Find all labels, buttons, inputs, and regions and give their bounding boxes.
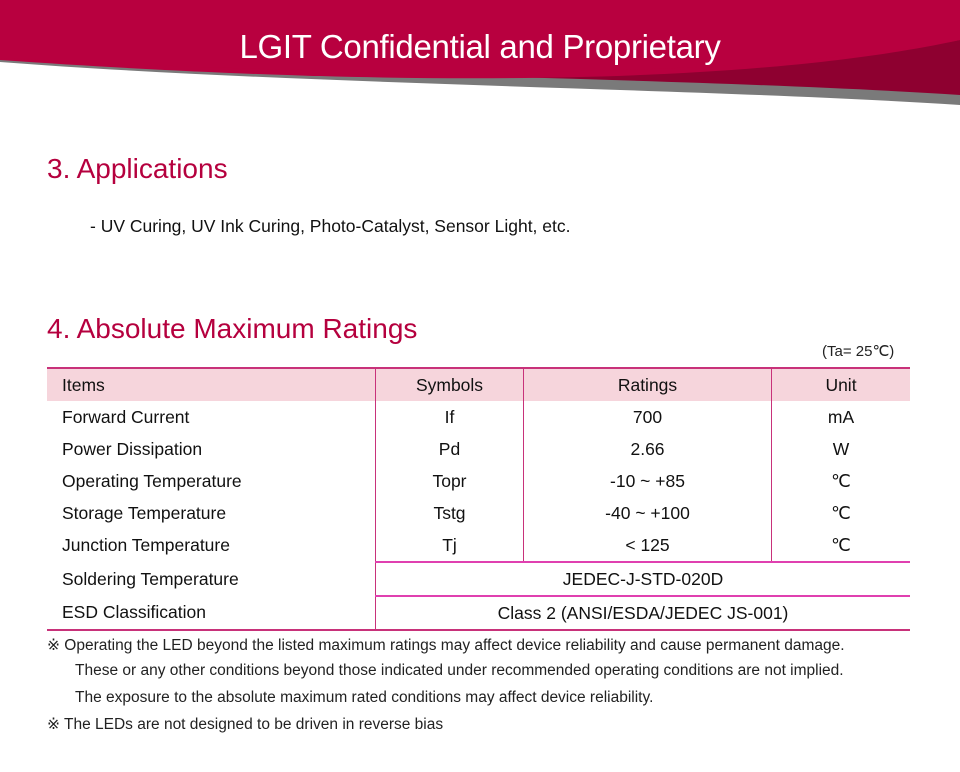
- cell: W: [771, 433, 910, 465]
- cell: Operating Temperature: [62, 470, 242, 491]
- header-cell: Items: [47, 368, 376, 401]
- header-title: LGIT Confidential and Proprietary: [239, 28, 721, 65]
- cell: 2.66: [523, 433, 772, 465]
- cell: ESD Classification: [62, 602, 206, 622]
- cell: Power Dissipation: [62, 438, 203, 459]
- cell: Class 2 (ANSI/ESDA/JEDEC JS-001): [375, 595, 910, 630]
- table-row: Storage Temperature Tstg -40 ~ +100 ℃: [47, 497, 910, 529]
- note-line: The exposure to the absolute maximum rat…: [75, 689, 654, 706]
- cell: Storage Temperature: [62, 502, 227, 523]
- table-row: Soldering Temperature JEDEC-J-STD-020D: [47, 561, 910, 596]
- ambient-condition: (Ta= 25℃): [822, 343, 895, 360]
- table-row: Junction Temperature Tj < 125 ℃: [47, 529, 910, 562]
- cell: Junction Temperature: [62, 535, 230, 555]
- section-title-ratings: 4. Absolute Maximum Ratings: [47, 313, 418, 344]
- header-cell: Ratings: [523, 368, 772, 401]
- applications-text: - UV Curing, UV Ink Curing, Photo-Cataly…: [90, 216, 571, 236]
- table-row: Power Dissipation Pd 2.66 W: [47, 433, 910, 465]
- cell: < 125: [523, 529, 772, 562]
- cell: ℃: [771, 465, 910, 497]
- cell: ℃: [771, 529, 910, 562]
- header-cell: Unit: [771, 368, 910, 401]
- table-row: ESD Classification Class 2 (ANSI/ESDA/JED…: [47, 595, 910, 630]
- table-row: Forward Current If 700 mA: [47, 401, 910, 433]
- section-title-applications: 3. Applications: [47, 153, 228, 184]
- table-header-row: Items Symbols Ratings Unit: [47, 368, 910, 401]
- cell: Soldering Temperature: [62, 568, 239, 589]
- cell: 700: [523, 401, 772, 433]
- note-line: ※ Operating the LED beyond the listed ma…: [47, 637, 845, 654]
- header-cell: Symbols: [375, 368, 524, 401]
- cell: JEDEC-J-STD-020D: [375, 561, 910, 596]
- note-line: ※ The LEDs are not designed to be driven…: [47, 716, 444, 733]
- cell: -40 ~ +100: [523, 497, 772, 529]
- cell: mA: [771, 401, 910, 433]
- cell: ℃: [771, 497, 910, 529]
- table-row: Operating Temperature Topr -10 ~ +85 ℃: [47, 465, 910, 497]
- cell: Forward Current: [62, 406, 190, 427]
- ratings-table: Items Symbols Ratings Unit Forward Curre…: [47, 367, 910, 631]
- cell: Tstg: [375, 497, 524, 529]
- cell: If: [375, 401, 524, 433]
- header-banner: LGIT Confidential and Proprietary: [0, 0, 960, 110]
- cell: Pd: [375, 433, 524, 465]
- cell: Topr: [375, 465, 524, 497]
- note-line: These or any other conditions beyond tho…: [75, 662, 844, 679]
- banner-swoosh: [0, 0, 960, 105]
- cell: Tj: [375, 529, 524, 562]
- cell: -10 ~ +85: [523, 465, 772, 497]
